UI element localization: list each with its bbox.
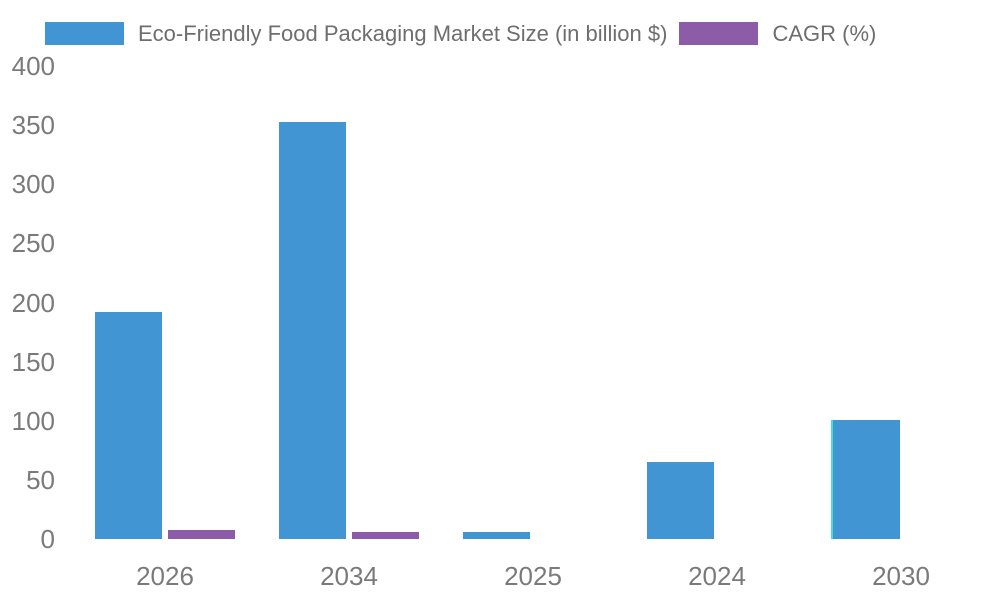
legend-label-cagr: CAGR (%)	[772, 21, 877, 46]
bar-cagr-2034	[352, 531, 419, 539]
bar-market-size-2034	[279, 122, 346, 539]
x-axis-category-label: 2034	[320, 561, 378, 591]
market-size-swatch-icon	[45, 22, 124, 45]
y-axis-tick-label: 100	[11, 405, 55, 436]
bar-market-size-2030	[831, 420, 900, 539]
y-axis-tick-label: 300	[11, 169, 55, 200]
bar-market-size-2025	[463, 531, 530, 539]
chart-legend: Eco-Friendly Food Packaging Market Size …	[45, 22, 876, 45]
legend-item-market-size: Eco-Friendly Food Packaging Market Size …	[45, 22, 667, 45]
y-axis-tick-label: 200	[11, 287, 55, 318]
cagr-swatch-icon	[679, 22, 759, 45]
y-axis-tick-label: 350	[11, 110, 55, 141]
legend-item-cagr: CAGR (%)	[679, 22, 876, 45]
y-axis-tick-label: 250	[11, 228, 55, 259]
x-axis-category-label: 2030	[872, 561, 930, 591]
bar-market-size-2026	[95, 311, 162, 539]
bar-market-size-2024	[647, 461, 714, 539]
y-axis-tick-label: 400	[11, 51, 55, 81]
bar-cagr-2026	[168, 530, 235, 539]
y-axis-tick-label: 50	[26, 464, 55, 495]
legend-label-market-size: Eco-Friendly Food Packaging Market Size …	[138, 21, 668, 46]
y-axis-tick-label: 150	[11, 346, 55, 377]
x-axis-category-label: 2024	[688, 561, 746, 591]
x-axis-category-label: 2026	[136, 561, 194, 591]
y-axis-tick-label: 0	[40, 524, 55, 554]
x-axis-category-label: 2025	[504, 561, 562, 591]
